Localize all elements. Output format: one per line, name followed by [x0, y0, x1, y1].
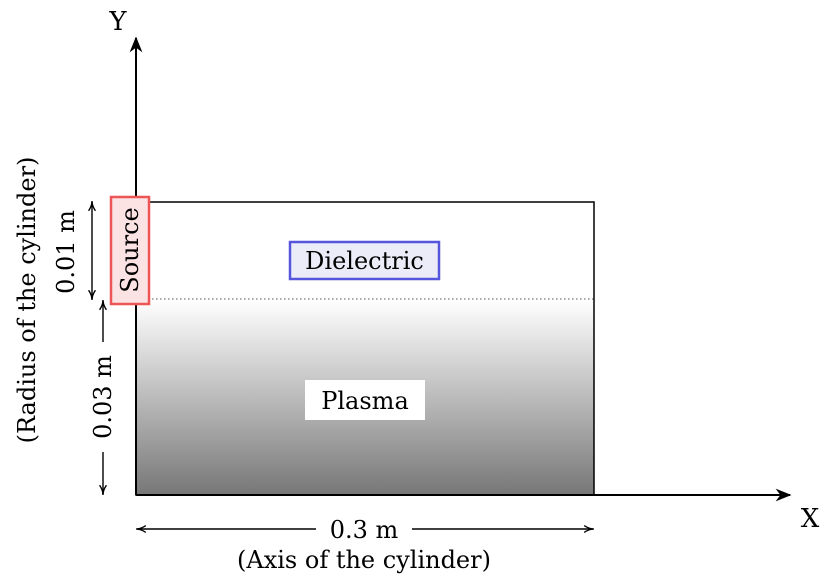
source-box — [109, 195, 151, 306]
plasma-label-box — [305, 380, 425, 420]
dim-dielectric-label: 0.01 m — [52, 210, 80, 294]
source-label: Source — [116, 207, 144, 292]
x-axis-label: X — [801, 504, 820, 534]
y-axis-label: Y — [108, 7, 127, 37]
radius-caption: (Radius of the cylinder) — [13, 157, 41, 444]
dim-plasma-label: 0.03 m — [89, 355, 117, 439]
dielectric-label: Dielectric — [305, 247, 424, 275]
dielectric-label-box — [288, 240, 441, 281]
plasma-label: Plasma — [321, 387, 409, 415]
axis-caption: (Axis of the cylinder) — [237, 546, 491, 574]
dim-length-label: 0.3 m — [330, 516, 399, 544]
